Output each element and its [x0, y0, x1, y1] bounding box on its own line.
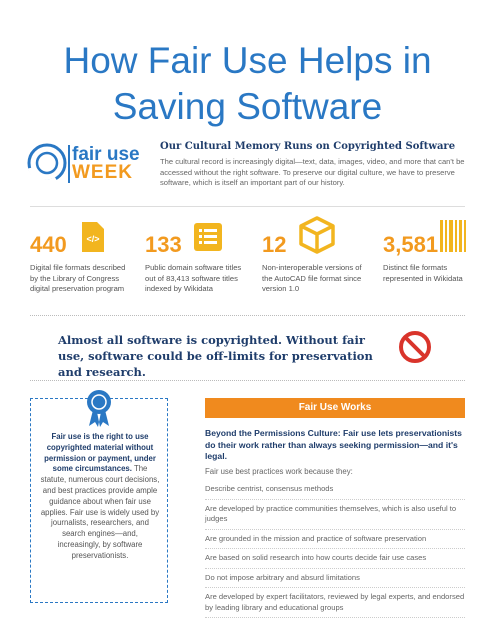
lead-text: Beyond the Permissions Culture: Fair use…: [205, 428, 462, 461]
bullet-list: Describe centrist, consensus methods Are …: [205, 480, 465, 618]
logo-text: fair use: [72, 144, 140, 165]
stat-number: 3,581: [383, 232, 439, 257]
bullet: Describe centrist, consensus methods: [205, 480, 465, 500]
sidebar-text: Fair use is the right to use copyrighted…: [40, 432, 160, 562]
banner: Fair Use Works: [205, 398, 465, 418]
svg-text:</>: </>: [86, 234, 99, 244]
sidebar-body: The statute, numerous court decisions, a…: [40, 464, 160, 560]
divider: [30, 380, 465, 381]
divider: [30, 206, 465, 207]
paragraph: The cultural record is increasingly digi…: [160, 157, 465, 187]
stat-text: Digital file formats described by the Li…: [30, 263, 126, 293]
logo-icon: [27, 143, 67, 184]
no-icon: [399, 331, 431, 363]
file-icon: </>: [82, 222, 104, 252]
ribbon-icon: [87, 390, 111, 427]
logo-bar: [68, 145, 70, 183]
bullet: Are based on solid research into how cou…: [205, 549, 465, 569]
bullet: Do not impose arbitrary and absurd limit…: [205, 569, 465, 588]
bullet: Are developed by expert facilitators, re…: [205, 588, 465, 618]
logo-text: week: [72, 162, 133, 183]
stat-number: 12: [262, 232, 287, 257]
barcode-icon: [440, 220, 466, 252]
stat-text: Public domain software titles out of 83,…: [145, 263, 242, 293]
bullet: Are developed by practice communities th…: [205, 500, 465, 530]
stat-number: 440: [30, 232, 67, 257]
section-heading: Our Cultural Memory Runs on Copyrighted …: [160, 141, 456, 152]
stat-text: Non-interoperable versions of the AutoCA…: [262, 263, 362, 293]
title: How Fair Use Helps in Saving Software: [63, 40, 432, 127]
sidebar-bold: Fair use is the right to use copyrighted…: [44, 432, 156, 474]
bullet: Are grounded in the mission and practice…: [205, 530, 465, 549]
divider: [30, 315, 465, 316]
list-intro: Fair use best practices work because the…: [205, 467, 353, 476]
cube-icon: [299, 216, 335, 254]
list-icon: [194, 223, 222, 251]
callout: Almost all software is copyrighted. With…: [58, 333, 373, 379]
stat-number: 133: [145, 232, 182, 257]
stat-text: Distinct file formats represented in Wik…: [383, 263, 463, 283]
